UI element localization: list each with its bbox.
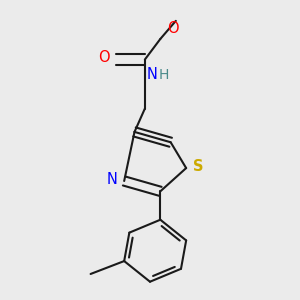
Text: N: N xyxy=(107,172,118,187)
Text: H: H xyxy=(159,68,169,82)
Text: O: O xyxy=(167,21,178,36)
Text: N: N xyxy=(146,67,157,82)
Text: S: S xyxy=(193,159,203,174)
Text: O: O xyxy=(98,50,110,64)
